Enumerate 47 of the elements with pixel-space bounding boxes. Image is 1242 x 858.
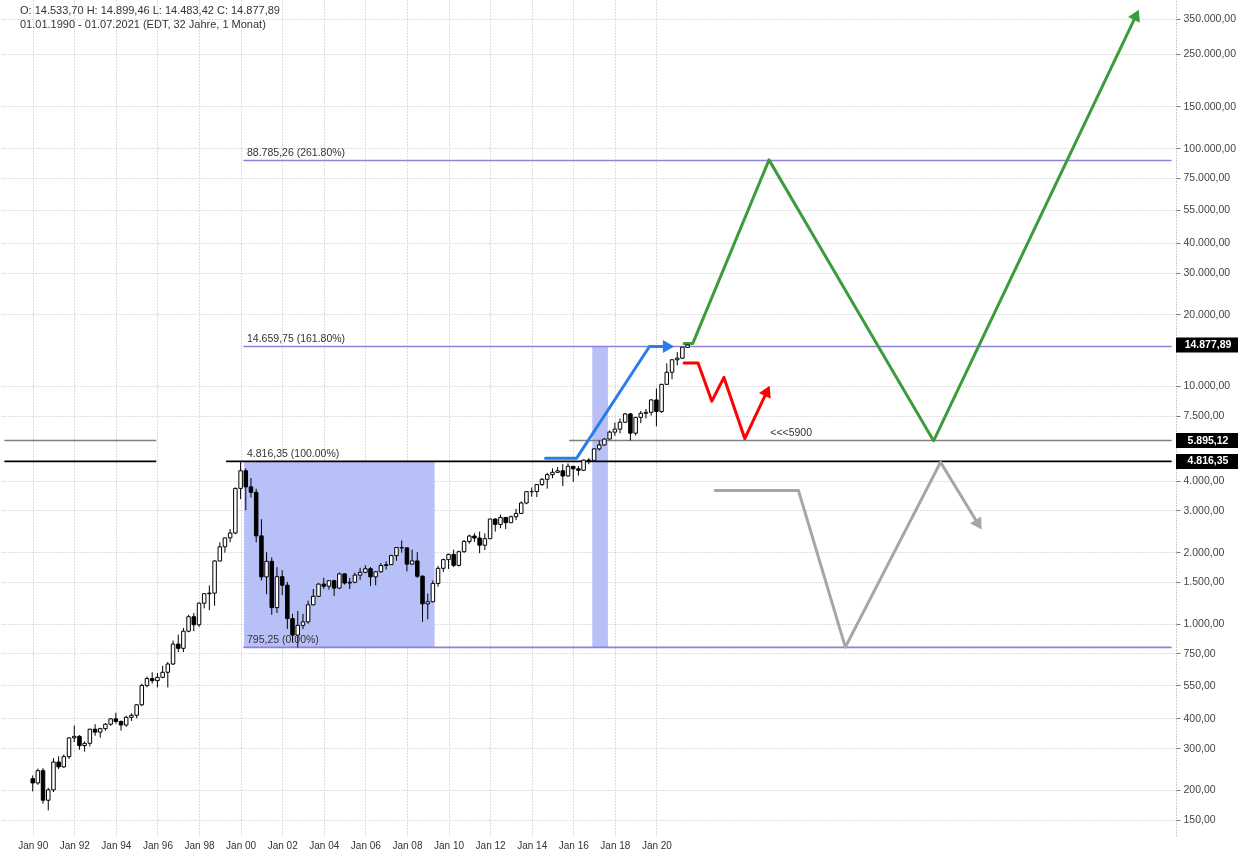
x-tick-label: Jan 96 <box>142 839 174 851</box>
x-tick-label: Jan 00 <box>226 839 257 851</box>
y-tick-label: 150.000,00 <box>1183 99 1237 112</box>
y-tick-label: 40.000,00 <box>1183 236 1231 249</box>
y-tick-label: 200,00 <box>1183 783 1216 796</box>
y-tick-label: 4.000,00 <box>1183 474 1225 487</box>
y-tick-label: 550,00 <box>1183 678 1216 691</box>
x-tick-label: Jan 12 <box>475 839 507 851</box>
series-label: 5.895,12 <box>1187 433 1229 446</box>
x-tick-label: Jan 06 <box>350 839 382 851</box>
y-tick-label: 10.000,00 <box>1183 379 1231 392</box>
text: 14.877,89 <box>1184 337 1232 350</box>
y-tick-label: 3.000,00 <box>1183 503 1225 516</box>
x-tick-label: Jan 14 <box>517 839 548 851</box>
x-tick-label: Jan 10 <box>434 839 465 851</box>
y-tick-label: 400,00 <box>1183 711 1216 724</box>
x-tick-label: Jan 16 <box>558 839 590 851</box>
y-tick-label: 100.000,00 <box>1183 141 1237 154</box>
x-tick-label: Jan 98 <box>184 839 215 851</box>
y-tick-label: 1.000,00 <box>1183 617 1225 630</box>
y-tick-label: 250.000,00 <box>1183 47 1237 60</box>
y-tick-label: 300,00 <box>1183 741 1216 754</box>
y-tick-label: 75.000,00 <box>1183 171 1231 184</box>
y-tick-label: 20.000,00 <box>1183 307 1231 320</box>
annotation: 14.659,75 (161.80%) <box>247 332 346 345</box>
chart-title: O: 14.533,70 H: 14.899,46 L: 14.483,42 C: 14.877,89 <box>20 4 280 16</box>
y-tick-label: 55.000,00 <box>1183 203 1231 216</box>
x-tick-label: Jan 02 <box>267 839 299 851</box>
y-tick-label: 30.000,00 <box>1183 266 1231 279</box>
y-tick-label: 7.500,00 <box>1183 409 1225 422</box>
x-tick-label: Jan 04 <box>309 839 340 851</box>
x-tick-label: Jan 20 <box>641 839 673 851</box>
y-tick-label: 1.500,00 <box>1183 575 1225 588</box>
series-label: 4.816,35 <box>1187 454 1229 467</box>
x-tick-label: Jan 94 <box>101 839 132 851</box>
y-tick-label: 350.000,00 <box>1183 12 1237 25</box>
annotation: 4.816,35 (100.00%) <box>247 447 340 460</box>
y-tick-label: 750,00 <box>1183 646 1216 659</box>
y-tick-label: 150,00 <box>1183 813 1216 826</box>
x-tick-label: Jan 08 <box>392 839 423 851</box>
text: 01.01.1990 - 01.07.2021 (EDT, 32 Jahre, 1 Monat) <box>20 18 266 30</box>
annotation: 88.785,26 (261.80%) <box>247 146 346 159</box>
x-tick-label: Jan 18 <box>600 839 631 851</box>
x-tick-label: Jan 90 <box>18 839 49 851</box>
y-tick-label: 2.000,00 <box>1183 545 1225 558</box>
annotation: <<<5900 <box>770 426 813 439</box>
x-tick-label: Jan 92 <box>59 839 91 851</box>
